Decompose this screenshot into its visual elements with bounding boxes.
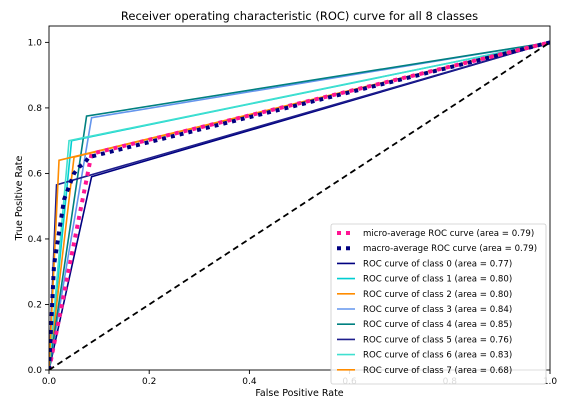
y-tick-label: 0.0 [28, 366, 43, 376]
chart-title: Receiver operating characteristic (ROC) … [121, 9, 478, 23]
plot-frame [48, 25, 551, 371]
legend-entry-4: ROC curve of class 2 (area = 0.80) [363, 290, 512, 300]
legend-entry-6: ROC curve of class 4 (area = 0.85) [363, 320, 512, 330]
x-axis-label: False Positive Rate [255, 388, 343, 399]
legend-box [330, 223, 547, 385]
series-group [49, 40, 550, 370]
legend-entry-1: macro-average ROC curve (area = 0.79) [363, 244, 537, 254]
y-tick-label: 1.0 [28, 38, 43, 48]
x-tick-label: 0.0 [42, 377, 57, 387]
y-tick-label: 0.4 [28, 235, 43, 245]
legend-entry-8: ROC curve of class 6 (area = 0.83) [363, 351, 512, 361]
legend-entry-0: micro-average ROC curve (area = 0.79) [363, 229, 534, 239]
legend-entry-2: ROC curve of class 0 (area = 0.77) [363, 259, 512, 269]
x-tick-label: 1.0 [543, 377, 558, 387]
x-tick-label: 0.4 [242, 377, 257, 387]
y-tick-label: 0.6 [28, 169, 43, 179]
y-axis-label: True Positive Rate [14, 156, 25, 242]
plot-area [49, 40, 550, 370]
x-tick-label: 0.2 [142, 377, 156, 387]
y-tick-label: 0.2 [28, 300, 42, 310]
legend: micro-average ROC curve (area = 0.79) mac… [330, 223, 547, 385]
series-line-6 [49, 41, 550, 370]
legend-entry-3: ROC curve of class 1 (area = 0.80) [363, 275, 512, 285]
legend-entry-9: ROC curve of class 7 (area = 0.68) [363, 366, 512, 376]
series-line-0 [49, 40, 550, 370]
y-tick-label: 0.8 [28, 104, 43, 114]
legend-entry-5: ROC curve of class 3 (area = 0.84) [363, 305, 512, 315]
series-line-8 [49, 41, 550, 370]
legend-entry-7: ROC curve of class 5 (area = 0.76) [363, 335, 512, 345]
